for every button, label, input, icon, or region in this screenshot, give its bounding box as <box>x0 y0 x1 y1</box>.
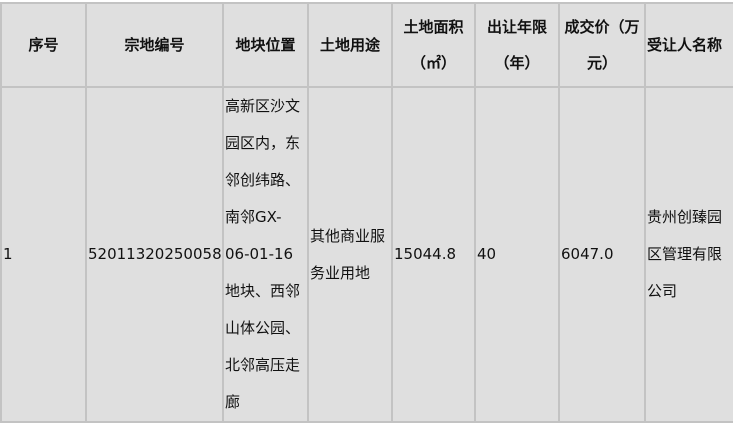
location-line: 园区内，东 <box>225 134 301 152</box>
header-price-line: 成交价（万 <box>564 18 640 36</box>
header-area-unit: （㎡） <box>410 54 456 72</box>
header-term-unit: （年） <box>494 54 540 72</box>
cell-parcel-no: 52011320250058 <box>85 86 224 423</box>
cell-price: 6047.0 <box>558 86 646 423</box>
use-line: 其他商业服 <box>310 226 386 245</box>
header-use: 土地用途 <box>307 2 393 88</box>
cell-term: 40 <box>474 86 560 423</box>
header-price: 成交价（万元） <box>558 2 646 88</box>
location-line: 山体公园、 <box>225 319 301 337</box>
location-line: 高新区沙文 <box>225 97 301 115</box>
header-location: 地块位置 <box>222 2 309 88</box>
header-term: 出让年限 （年） <box>474 2 560 88</box>
table-row: 1 52011320250058 高新区沙文 园区内，东 邻创纬路、 南邻GX-… <box>0 86 733 423</box>
header-term-line: 出让年限 <box>486 18 547 36</box>
assignee-line: 公司 <box>647 282 678 300</box>
header-area-line: 土地面积 <box>403 18 464 36</box>
header-row: 序号 宗地编号 地块位置 土地用途 土地面积 （㎡） 出让年限 （年） 成交价（万元… <box>0 2 733 88</box>
location-line: 地块、西邻 <box>225 282 301 300</box>
header-index: 序号 <box>0 2 87 88</box>
assignee-line: 区管理有限 <box>647 245 723 263</box>
header-assignee: 受让人名称 <box>644 2 733 88</box>
use-line: 务业用地 <box>310 263 371 282</box>
location-line: 廊 <box>225 393 241 411</box>
location-line: 邻创纬路、 <box>225 171 301 189</box>
header-area: 土地面积 （㎡） <box>391 2 476 88</box>
location-line: 南邻GX- <box>225 208 282 226</box>
header-price-unit: 元） <box>586 54 617 72</box>
cell-use: 其他商业服 务业用地 <box>307 86 393 423</box>
cell-assignee: 贵州创臻园 区管理有限 公司 <box>644 86 733 423</box>
cell-area: 15044.8 <box>391 86 476 423</box>
location-line: 06-01-16 <box>225 245 294 263</box>
header-parcel-no: 宗地编号 <box>85 2 224 88</box>
cell-index: 1 <box>0 86 87 423</box>
assignee-line: 贵州创臻园 <box>647 208 723 226</box>
cell-location: 高新区沙文 园区内，东 邻创纬路、 南邻GX- 06-01-16 地块、西邻 山… <box>222 86 309 423</box>
location-line: 北邻高压走 <box>225 356 301 374</box>
